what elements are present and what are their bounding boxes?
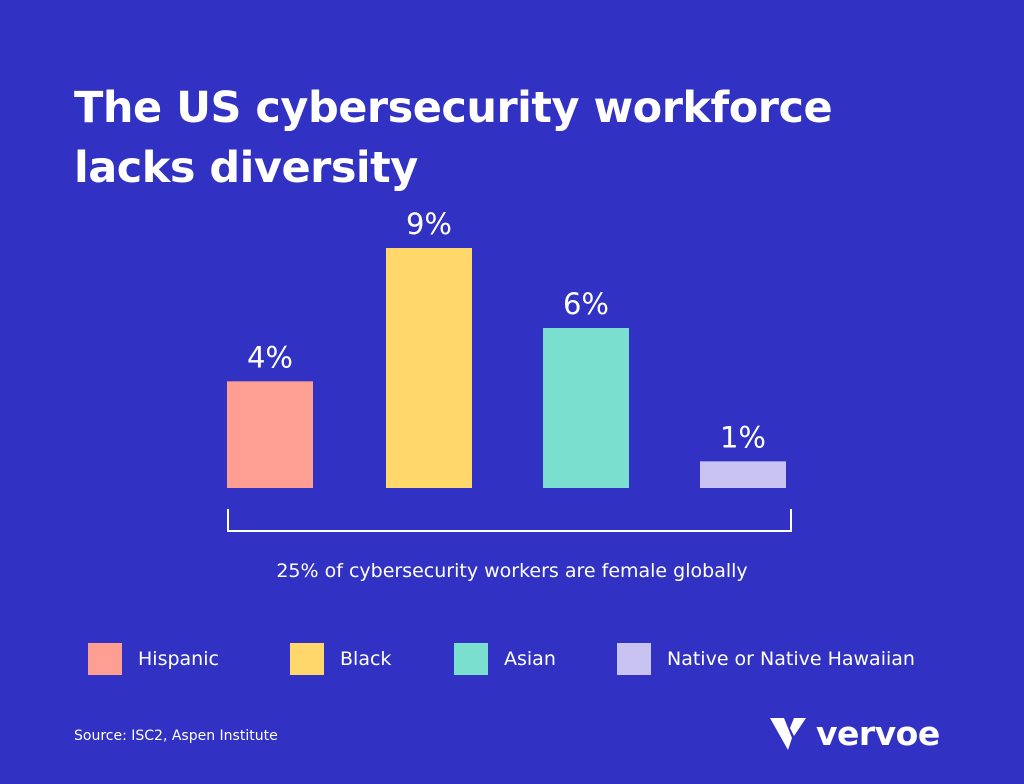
legend-swatch-black	[290, 643, 324, 675]
chart-title: The US cybersecurity workforce lacks div…	[74, 78, 954, 198]
legend-item-black: Black	[290, 642, 391, 676]
legend-item-native: Native or Native Hawaiian	[617, 642, 915, 676]
bar-chart: 4% 9% 6% 1%	[227, 207, 792, 532]
bar-asian	[543, 328, 629, 488]
annotation-text: 25% of cybersecurity workers are female …	[276, 560, 748, 582]
chart-title-line-2: lacks diversity	[74, 143, 418, 193]
bar-black	[386, 248, 472, 488]
legend-label-asian: Asian	[504, 648, 556, 670]
legend-label-hispanic: Hispanic	[138, 648, 219, 670]
vervoe-logo[interactable]: vervoe	[770, 714, 940, 754]
annotation-bracket	[227, 509, 792, 532]
bar-hispanic	[227, 381, 313, 488]
bars-group	[227, 248, 786, 488]
bar-native	[700, 461, 786, 488]
legend-swatch-native	[617, 643, 651, 675]
legend-swatch-asian	[454, 643, 488, 675]
legend-label-native: Native or Native Hawaiian	[667, 648, 915, 670]
value-labels-group: 4% 9% 6% 1%	[247, 207, 766, 454]
legend-item-hispanic: Hispanic	[88, 642, 219, 676]
legend-item-asian: Asian	[454, 642, 556, 676]
legend-label-black: Black	[340, 648, 392, 670]
source-text: Source: ISC2, Aspen Institute	[74, 728, 278, 744]
vervoe-v-logo-icon	[770, 718, 806, 750]
value-label-hispanic: 4%	[247, 340, 293, 374]
value-label-asian: 6%	[563, 287, 609, 321]
legend-swatch-hispanic	[88, 643, 122, 675]
value-label-black: 9%	[406, 207, 452, 241]
chart-title-line-1: The US cybersecurity workforce	[74, 83, 833, 133]
value-label-native: 1%	[720, 420, 766, 454]
logo-wordmark: vervoe	[816, 714, 940, 753]
